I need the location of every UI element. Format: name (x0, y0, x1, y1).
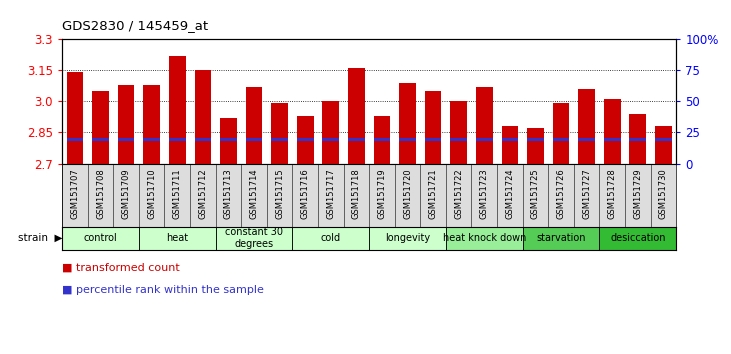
Text: strain  ▶: strain ▶ (18, 233, 62, 243)
Bar (655, 138, 672, 141)
Bar (143, 138, 160, 141)
Text: GSM151724: GSM151724 (505, 169, 515, 219)
Bar (118, 85, 135, 164)
Bar (599, 227, 676, 250)
Text: GSM151711: GSM151711 (173, 169, 182, 219)
Bar (553, 138, 569, 141)
Bar (369, 227, 446, 250)
Text: GSM151709: GSM151709 (121, 169, 131, 219)
Text: GSM151714: GSM151714 (249, 169, 259, 219)
Bar (446, 227, 523, 250)
Bar (92, 138, 109, 141)
Bar (169, 138, 186, 141)
Text: longevity: longevity (385, 233, 430, 243)
Bar (220, 138, 237, 141)
Bar (216, 227, 292, 250)
Bar (399, 138, 416, 141)
Text: GSM151715: GSM151715 (275, 169, 284, 219)
Text: GSM151713: GSM151713 (224, 169, 233, 219)
Text: starvation: starvation (537, 233, 586, 243)
Bar (169, 56, 186, 164)
Bar (604, 138, 621, 141)
Text: GSM151726: GSM151726 (556, 169, 566, 219)
Bar (476, 87, 493, 164)
Bar (118, 138, 135, 141)
Text: heat knock down: heat knock down (442, 233, 526, 243)
Text: GSM151721: GSM151721 (428, 169, 438, 219)
Text: GDS2830 / 145459_at: GDS2830 / 145459_at (62, 19, 208, 32)
Bar (655, 126, 672, 164)
Bar (450, 101, 467, 164)
Text: constant 30
degrees: constant 30 degrees (225, 228, 283, 249)
Bar (425, 138, 442, 141)
Bar (246, 138, 262, 141)
Bar (194, 70, 211, 164)
Text: ■ transformed count: ■ transformed count (62, 262, 180, 272)
Bar (476, 138, 493, 141)
Bar (578, 89, 595, 164)
Bar (399, 82, 416, 164)
Bar (527, 128, 544, 164)
Bar (67, 72, 83, 164)
Bar (629, 114, 646, 164)
Text: GSM151729: GSM151729 (633, 169, 643, 219)
Text: GSM151710: GSM151710 (147, 169, 156, 219)
Bar (374, 116, 390, 164)
Text: ■ percentile rank within the sample: ■ percentile rank within the sample (62, 285, 264, 295)
Bar (374, 138, 390, 141)
Text: GSM151718: GSM151718 (352, 169, 361, 219)
Bar (271, 103, 288, 164)
Bar (292, 227, 369, 250)
Bar (322, 101, 339, 164)
Bar (553, 103, 569, 164)
Text: GSM151725: GSM151725 (531, 169, 540, 219)
Bar (604, 99, 621, 164)
Text: GSM151720: GSM151720 (403, 169, 412, 219)
Bar (501, 126, 518, 164)
Text: cold: cold (321, 233, 341, 243)
Text: GSM151719: GSM151719 (377, 169, 387, 219)
Bar (348, 68, 365, 164)
Bar (578, 138, 595, 141)
Bar (194, 138, 211, 141)
Bar (322, 138, 339, 141)
Text: GSM151723: GSM151723 (480, 169, 489, 219)
Bar (92, 91, 109, 164)
Text: GSM151708: GSM151708 (96, 169, 105, 219)
Text: GSM151712: GSM151712 (198, 169, 208, 219)
Bar (527, 138, 544, 141)
Text: GSM151722: GSM151722 (454, 169, 463, 219)
Text: control: control (83, 233, 118, 243)
Bar (297, 138, 314, 141)
Bar (348, 138, 365, 141)
Text: GSM151727: GSM151727 (582, 169, 591, 219)
Bar (501, 138, 518, 141)
Text: desiccation: desiccation (610, 233, 665, 243)
Bar (629, 138, 646, 141)
Text: GSM151728: GSM151728 (607, 169, 617, 219)
Bar (246, 87, 262, 164)
Bar (523, 227, 599, 250)
Bar (297, 116, 314, 164)
Bar (143, 85, 160, 164)
Bar (220, 118, 237, 164)
Bar (271, 138, 288, 141)
Bar (450, 138, 467, 141)
Bar (62, 227, 139, 250)
Bar (425, 91, 442, 164)
Bar (67, 138, 83, 141)
Text: GSM151730: GSM151730 (659, 169, 668, 219)
Bar (139, 227, 216, 250)
Text: GSM151707: GSM151707 (70, 169, 80, 219)
Text: heat: heat (166, 233, 189, 243)
Text: GSM151717: GSM151717 (326, 169, 336, 219)
Text: GSM151716: GSM151716 (300, 169, 310, 219)
